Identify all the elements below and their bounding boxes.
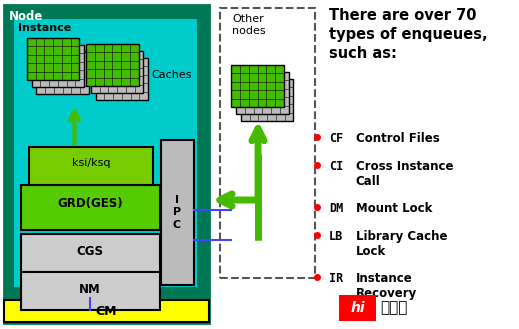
Text: Control Files: Control Files — [356, 132, 439, 145]
Bar — [339, 295, 376, 321]
Text: Cross Instance
Call: Cross Instance Call — [356, 160, 453, 188]
Bar — [91, 51, 143, 93]
Bar — [95, 58, 148, 100]
Bar — [236, 72, 289, 114]
Bar — [86, 44, 139, 86]
Text: CM: CM — [95, 305, 117, 318]
Bar — [21, 185, 160, 230]
Text: ksi/ksq: ksi/ksq — [72, 158, 110, 168]
Bar — [27, 38, 79, 80]
Bar — [4, 5, 209, 323]
Bar — [241, 79, 293, 121]
Bar — [32, 45, 84, 87]
Text: NM: NM — [79, 283, 101, 296]
Bar — [21, 234, 160, 272]
Text: CGS: CGS — [76, 245, 103, 258]
Text: 编程网: 编程网 — [380, 300, 408, 316]
Bar — [13, 18, 198, 288]
Bar — [160, 140, 194, 285]
Text: hi: hi — [350, 301, 365, 315]
Text: There are over 70
types of enqueues,
such as:: There are over 70 types of enqueues, suc… — [329, 8, 487, 62]
Bar — [36, 52, 89, 94]
Text: Node: Node — [9, 10, 43, 23]
Text: DM: DM — [329, 202, 343, 215]
Text: Caches: Caches — [151, 70, 192, 80]
Text: CF: CF — [329, 132, 343, 145]
Text: Library Cache
Lock: Library Cache Lock — [356, 230, 447, 258]
Text: LB: LB — [329, 230, 343, 243]
Bar — [220, 8, 316, 278]
Text: Instance
Recovery: Instance Recovery — [356, 272, 417, 300]
Bar — [231, 65, 284, 107]
Text: IR: IR — [329, 272, 343, 285]
Text: CI: CI — [329, 160, 343, 173]
Text: Instance: Instance — [18, 23, 72, 33]
Text: Mount Lock: Mount Lock — [356, 202, 432, 215]
Bar — [21, 272, 160, 310]
Text: GRD(GES): GRD(GES) — [57, 197, 122, 210]
Text: I
P
C: I P C — [173, 195, 181, 230]
Bar — [29, 147, 153, 185]
Text: Other
nodes: Other nodes — [232, 14, 266, 37]
Bar — [4, 300, 209, 322]
